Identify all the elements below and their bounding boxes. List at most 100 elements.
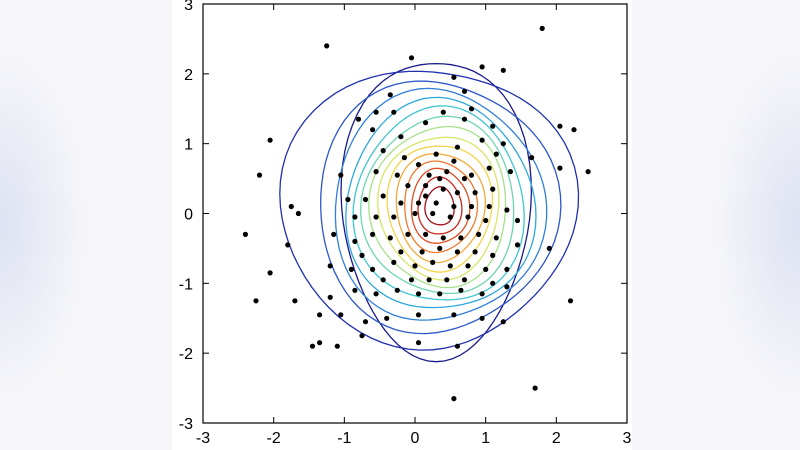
data-point: [373, 109, 379, 115]
contour-line: [424, 186, 455, 226]
data-point: [557, 165, 563, 171]
data-point: [461, 277, 468, 283]
contour-line: [360, 115, 515, 295]
data-point: [479, 315, 485, 321]
data-point: [557, 123, 563, 129]
data-point: [242, 231, 248, 237]
data-point: [451, 396, 457, 402]
data-point: [295, 210, 301, 217]
data-point: [373, 291, 379, 297]
data-point: [437, 176, 443, 182]
data-point: [585, 169, 591, 175]
data-point: [483, 266, 489, 272]
data-point: [373, 169, 379, 175]
data-point: [370, 127, 376, 133]
data-point: [309, 343, 316, 349]
data-point: [493, 151, 499, 157]
y-tick-label: -2: [179, 346, 193, 363]
data-point: [571, 127, 577, 133]
data-point: [398, 249, 404, 255]
data-point: [454, 249, 460, 255]
data-point: [317, 312, 323, 318]
data-point: [359, 333, 365, 339]
data-point: [338, 172, 344, 178]
data-point: [391, 214, 397, 220]
data-point: [401, 155, 407, 161]
contour-line: [340, 62, 533, 363]
data-point: [476, 231, 482, 237]
data-point: [433, 151, 439, 157]
data-point: [507, 169, 513, 175]
data-point: [253, 298, 259, 304]
data-point: [285, 242, 291, 248]
data-point: [380, 193, 386, 199]
data-point: [391, 109, 397, 115]
data-point: [490, 123, 496, 129]
data-point: [440, 235, 446, 241]
data-point: [398, 134, 404, 140]
data-point: [451, 203, 457, 210]
data-point: [472, 190, 478, 196]
data-point: [352, 238, 358, 244]
contour-line: [368, 125, 507, 289]
data-point: [348, 266, 354, 272]
data-point: [380, 277, 386, 283]
data-point: [387, 235, 393, 241]
data-point: [546, 245, 552, 251]
data-point: [415, 340, 422, 346]
data-point: [324, 43, 330, 49]
contour-line: [395, 153, 487, 264]
data-point: [423, 120, 429, 126]
data-point: [468, 172, 475, 178]
data-point: [267, 270, 273, 276]
data-point: [327, 263, 333, 269]
contour-line: [404, 160, 479, 254]
data-point: [504, 207, 510, 213]
data-point: [458, 287, 464, 293]
x-tick-label: -1: [337, 430, 351, 447]
data-point: [419, 249, 425, 255]
data-point: [444, 169, 450, 175]
data-point: [391, 259, 397, 265]
data-point: [415, 162, 422, 168]
data-point: [362, 319, 369, 325]
data-point: [458, 235, 464, 241]
data-point: [370, 266, 376, 272]
data-point: [331, 231, 337, 237]
data-point: [514, 242, 521, 248]
data-point: [479, 64, 485, 70]
data-point: [415, 291, 422, 297]
data-point: [483, 217, 489, 224]
data-point: [408, 277, 415, 283]
data-point: [317, 340, 323, 346]
data-point: [345, 196, 351, 203]
x-tick-label: 3: [623, 430, 632, 447]
contour-line: [279, 70, 580, 351]
data-point: [454, 190, 460, 196]
data-point: [454, 343, 460, 349]
contour-line: [320, 80, 562, 335]
data-point: [500, 141, 506, 147]
data-point: [405, 183, 411, 189]
data-point: [490, 280, 496, 286]
data-point: [430, 259, 436, 265]
x-tick-label: -3: [196, 430, 210, 447]
data-point: [412, 263, 418, 269]
x-tick-label: -2: [267, 430, 281, 447]
data-point: [384, 315, 390, 321]
data-point: [288, 203, 294, 210]
data-point: [514, 217, 521, 224]
data-point: [472, 249, 478, 255]
data-point: [387, 92, 393, 98]
data-point: [490, 252, 496, 258]
contour-line: [377, 136, 500, 281]
data-point: [408, 55, 415, 61]
data-point: [468, 106, 475, 112]
data-point: [465, 214, 471, 220]
data-point: [362, 196, 369, 203]
data-point: [461, 116, 468, 122]
data-point: [500, 67, 506, 73]
data-point: [426, 277, 432, 283]
data-point: [373, 214, 379, 220]
data-point: [465, 263, 471, 269]
